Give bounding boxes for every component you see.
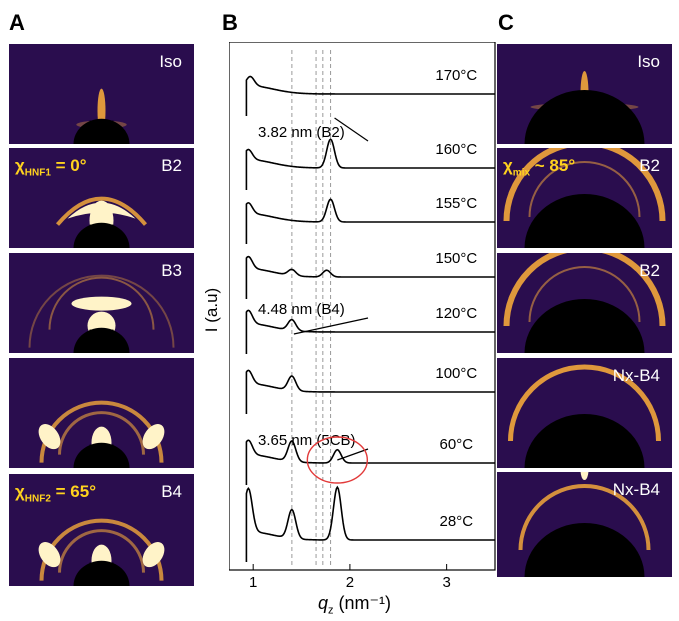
panel-a-chi-annotation-5: χHNF2 = 65° — [15, 482, 97, 505]
panel-c-pattern-2 — [497, 148, 672, 248]
panel-a-tile-label-5: B4 — [161, 482, 182, 501]
trace-120c — [245, 309, 495, 354]
series-temp-label-8: 28°C — [440, 513, 474, 530]
panel-c-tile-label-1: Iso — [637, 52, 660, 71]
panel-c-tile-3: B2 — [497, 253, 672, 353]
panel-c-pattern-5 — [497, 472, 672, 577]
series-temp-label-4: 150°C — [435, 250, 477, 267]
series-temp-label-6: 100°C — [435, 365, 477, 382]
series-temp-label-7: 60°C — [440, 436, 474, 453]
highlight-circle — [306, 436, 369, 484]
panel-label-a: A — [9, 10, 25, 35]
y-axis-label: I (a.u) — [202, 287, 222, 333]
panel-c-tile-label-3: B2 — [639, 261, 660, 280]
trace-170c — [245, 75, 495, 116]
x-tick-label-2: 2 — [345, 574, 355, 591]
panel-c-pattern-1 — [497, 44, 672, 144]
trace-160c — [245, 138, 495, 190]
annotation-1: 3.82 nm (B2) — [258, 124, 345, 141]
panel-a-tile-label-1: Iso — [159, 52, 182, 71]
panel-a-tile-2: B2 χHNF1 = 0° — [9, 148, 194, 248]
annotation-arrow-3 — [337, 448, 369, 461]
panel-a-tile-label-2: B2 — [161, 156, 182, 175]
panel-a-pattern-4 — [9, 358, 194, 468]
panel-a-tile-1: Iso — [9, 44, 194, 144]
series-temp-label-5: 120°C — [435, 305, 477, 322]
trace-60c — [245, 439, 495, 485]
panel-a-pattern-1 — [9, 44, 194, 144]
panel-c-tile-label-4: Nx-B4 — [612, 366, 660, 385]
panel-c-pattern-4 — [497, 358, 672, 468]
panel-a-pattern-3 — [9, 253, 194, 353]
panel-a-pattern-5 — [9, 474, 194, 586]
panel-c-tile-label-5: Nx-B4 — [612, 480, 660, 499]
panel-c-tile-2: B2 χmix ~ 85° — [497, 148, 672, 248]
panel-a-tile-3: B3 — [9, 253, 194, 353]
x-tick-label-3: 3 — [442, 574, 451, 591]
series-temp-label-3: 155°C — [435, 195, 477, 212]
panel-c-chi-annotation-2: χmix ~ 85° — [503, 156, 576, 179]
saxs-profile-chart: 170°C 160°C 155°C 150°C 120°C 100°C 60°C 28°C 3.… — [229, 42, 496, 571]
trace-155c — [245, 198, 495, 244]
annotation-3: 3.65 nm (5CB) — [258, 432, 356, 449]
trace-150c — [245, 255, 495, 299]
series-temp-label-1: 170°C — [435, 67, 477, 84]
panel-a-pattern-2 — [9, 148, 194, 248]
panel-label-c: C — [498, 10, 514, 35]
trace-100c — [245, 369, 495, 414]
panel-c-tile-1: Iso — [497, 44, 672, 144]
panel-c-tile-5: Nx-B4 — [497, 472, 672, 577]
annotation-2: 4.48 nm (B4) — [258, 301, 345, 318]
panel-c-pattern-3 — [497, 253, 672, 353]
panel-label-b: B — [222, 10, 238, 35]
annotation-arrow-1 — [334, 117, 369, 142]
annotation-arrow-2 — [293, 317, 369, 335]
panel-c-tile-label-2: B2 — [639, 156, 660, 175]
series-temp-label-2: 160°C — [435, 141, 477, 158]
trace-28c — [245, 485, 495, 562]
panel-a-tile-5: B4 χHNF2 = 65° — [9, 474, 194, 586]
x-tick-label-1: 1 — [249, 574, 258, 591]
panel-a-chi-annotation-2: χHNF1 = 0° — [15, 156, 87, 179]
x-axis-label: qz (nm⁻¹) — [318, 593, 392, 617]
panel-c-tile-4: Nx-B4 — [497, 358, 672, 468]
panel-a-tile-4 — [9, 358, 194, 468]
panel-a-tile-label-3: B3 — [161, 261, 182, 280]
